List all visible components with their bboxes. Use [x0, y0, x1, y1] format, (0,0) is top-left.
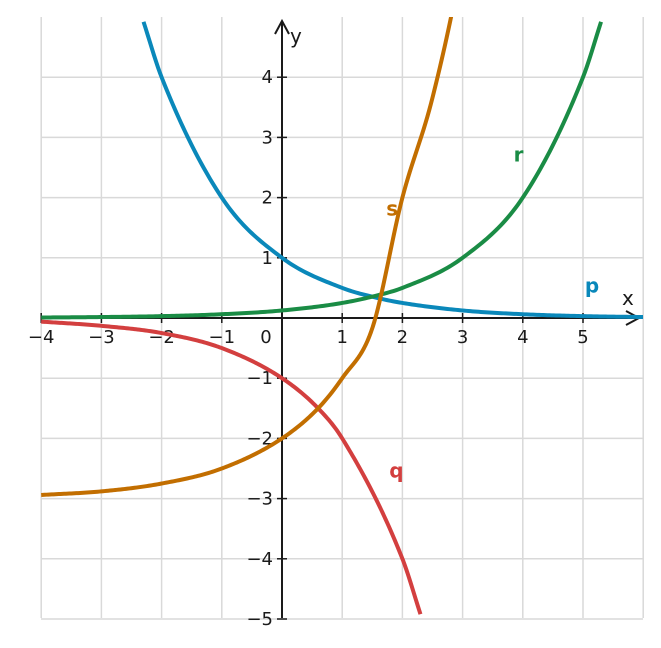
x-tick-label: 1: [336, 327, 347, 348]
y-tick-label: 2: [262, 188, 273, 209]
curve-label-r: r: [514, 142, 524, 166]
x-tick-label: −4: [28, 327, 55, 348]
curve-s: [41, 17, 454, 497]
x-tick-label: −1: [209, 327, 236, 348]
axis-ticks: [40, 76, 584, 620]
y-tick-label: −1: [246, 368, 273, 389]
x-tick-label: 4: [517, 327, 528, 348]
x-tick-label: 5: [577, 327, 588, 348]
y-tick-label: −5: [246, 609, 273, 630]
curve-label-p: p: [585, 274, 599, 298]
y-axis-label: y: [290, 24, 302, 48]
curve-q: [41, 319, 423, 615]
curve-label-q: q: [389, 459, 403, 483]
curve-r: [41, 21, 603, 320]
y-tick-label: 4: [262, 67, 273, 88]
axes: [41, 18, 642, 618]
x-tick-label: 2: [397, 327, 408, 348]
x-axis-label: x: [622, 286, 634, 310]
y-axis-arrow: [274, 18, 290, 35]
x-tick-label: −3: [88, 327, 115, 348]
y-tick-label: 3: [262, 127, 273, 148]
curve-p: [141, 21, 643, 320]
curve-labels: p q r s: [386, 142, 599, 482]
x-tick-label: 3: [457, 327, 468, 348]
y-tick-label: 1: [262, 248, 273, 269]
y-tick-label: −4: [246, 549, 273, 570]
x-tick-label: 0: [260, 327, 271, 348]
curve-label-s: s: [386, 197, 398, 221]
curves: [41, 17, 643, 615]
y-tick-label: −2: [246, 428, 273, 449]
y-tick-label: −3: [246, 489, 273, 510]
